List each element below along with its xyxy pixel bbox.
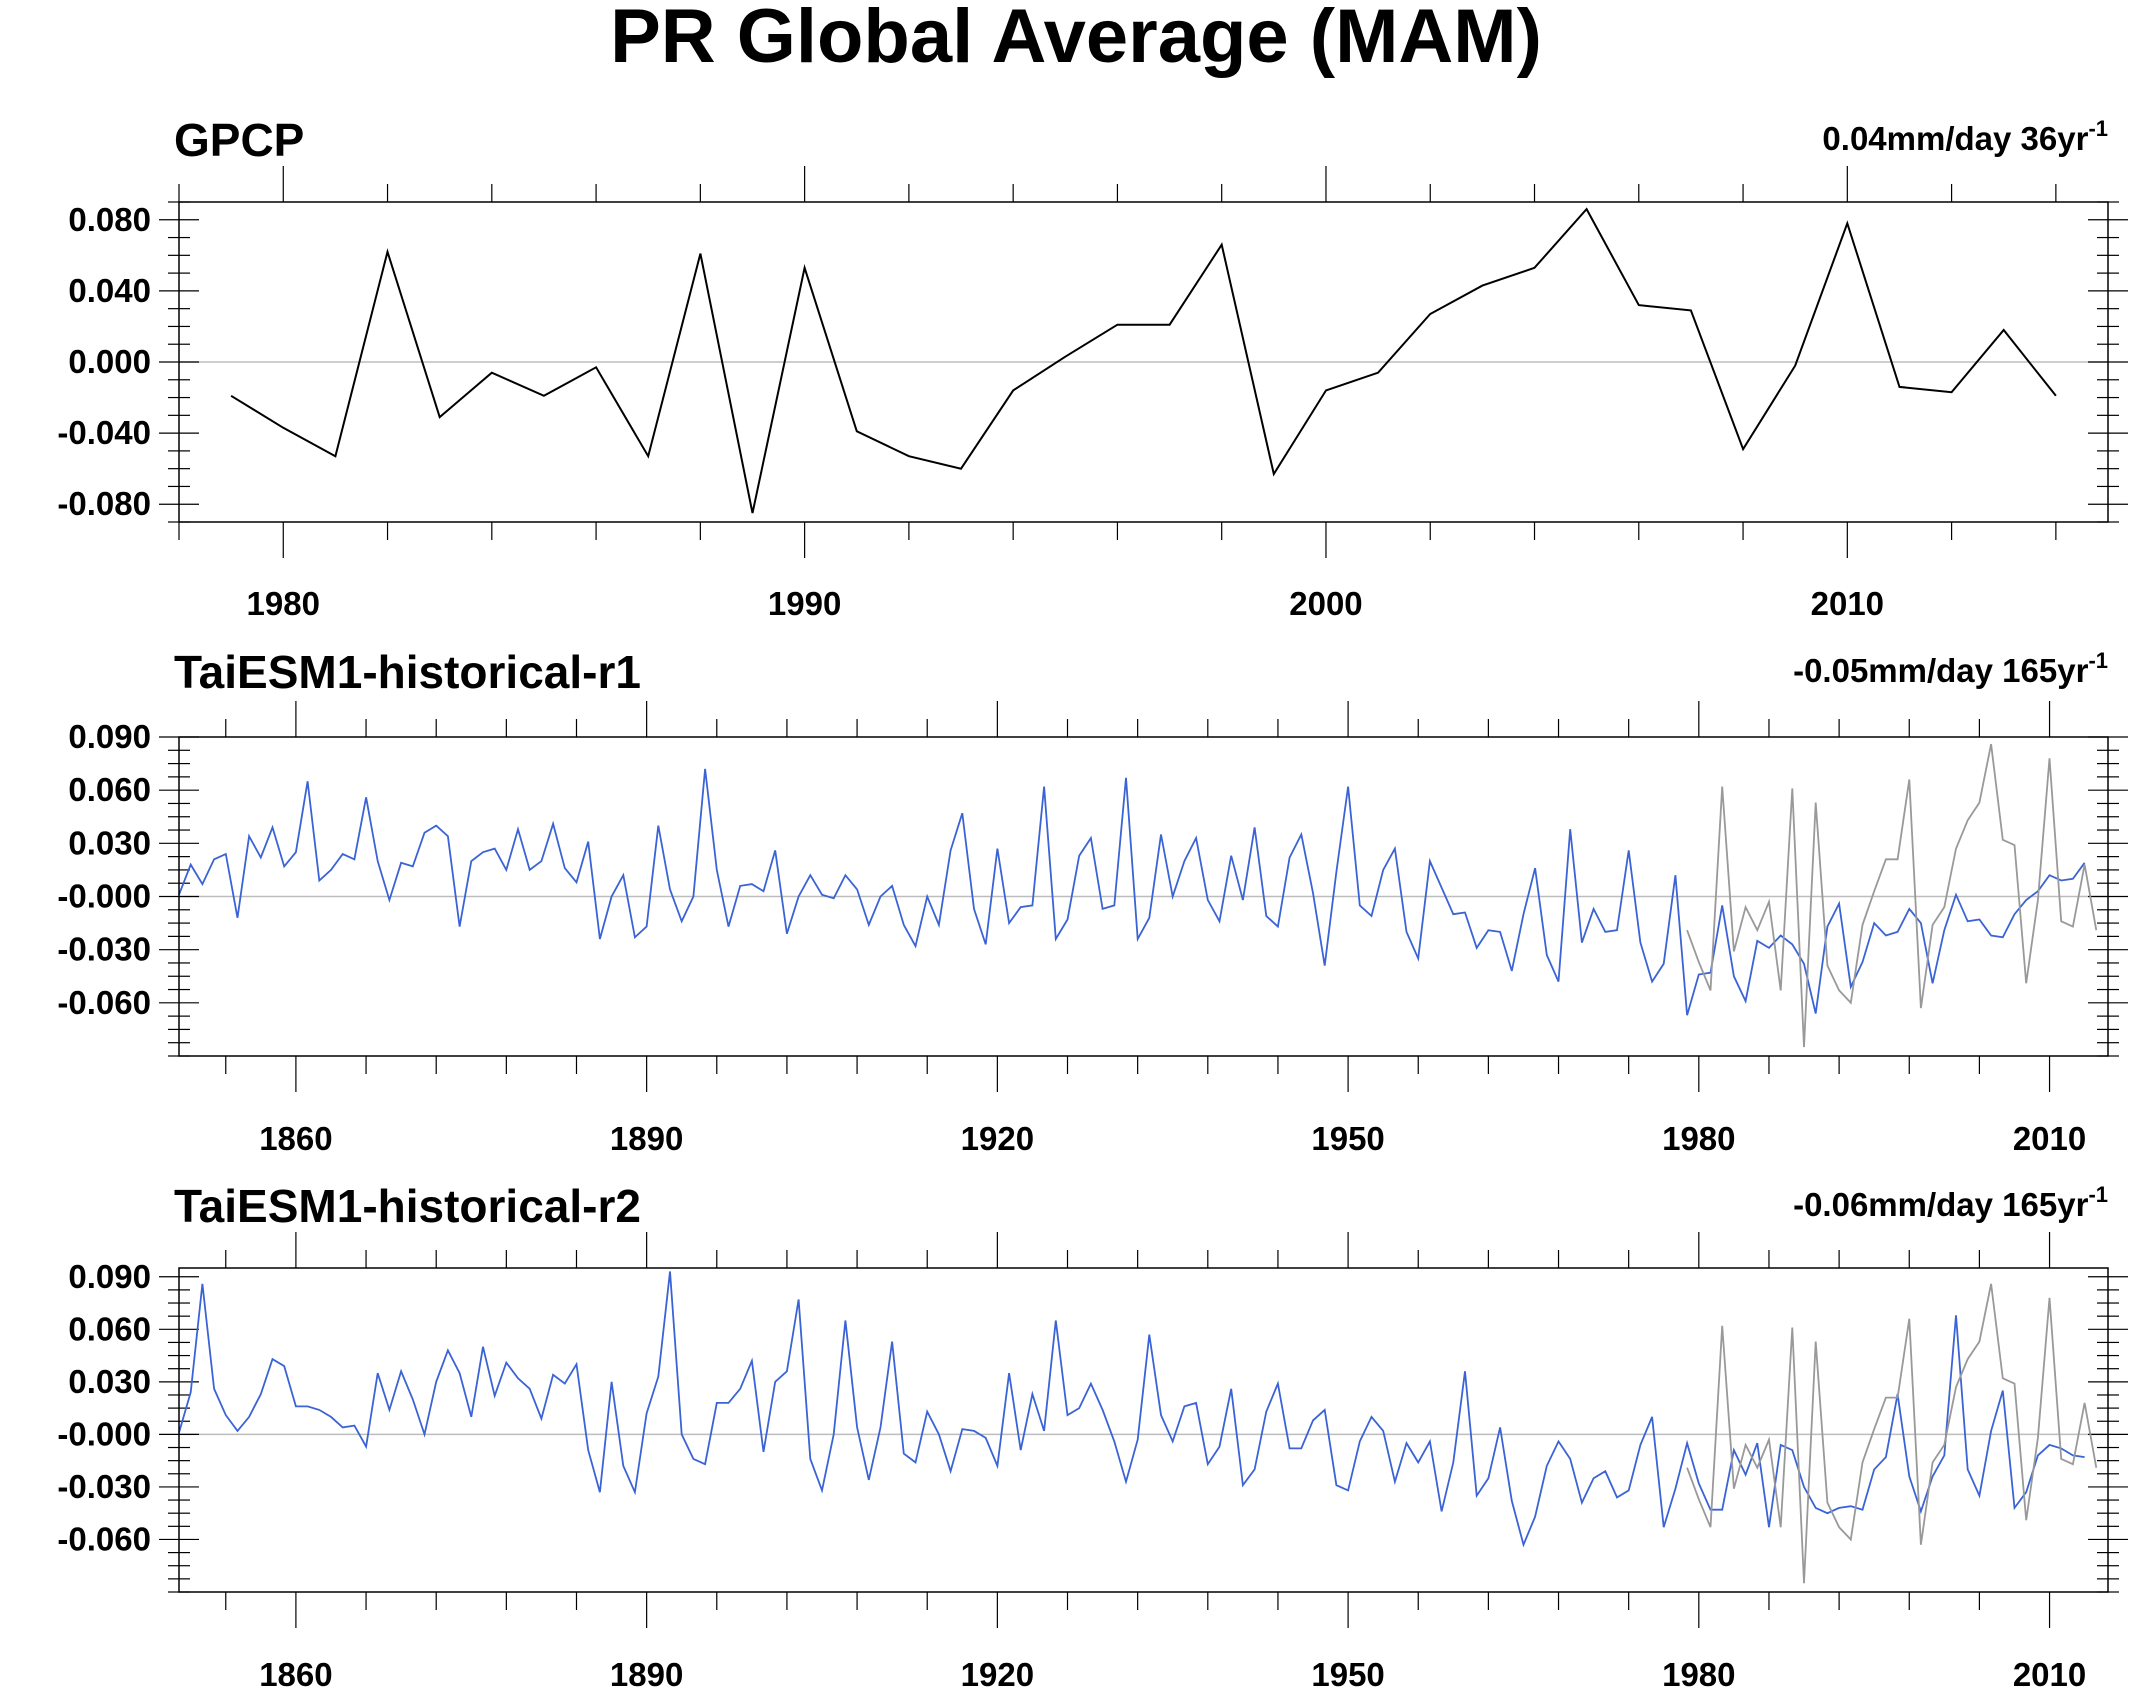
plot-frame	[178, 736, 2109, 1057]
y-tick-label: 0.030	[68, 824, 151, 861]
x-tick-label: 1990	[768, 585, 841, 622]
trend-label-superscript: -1	[2088, 1182, 2108, 1207]
x-tick-label: 1980	[247, 585, 320, 622]
y-tick-label: -0.060	[57, 984, 151, 1021]
series-line-obs	[230, 207, 2057, 514]
trend-label-text: 0.04mm/day 36yr	[1822, 120, 2088, 157]
trend-label-text: -0.06mm/day 165yr	[1793, 1186, 2089, 1223]
series-line-obs_overlay	[1686, 1283, 2098, 1584]
series-line-model	[178, 1271, 2085, 1548]
y-tick-label: 0.030	[68, 1363, 151, 1400]
x-tick-label: 1890	[610, 1120, 683, 1157]
plot-frame	[178, 201, 2109, 523]
x-tick-label: 2000	[1289, 585, 1362, 622]
y-tick-label: -0.080	[57, 485, 151, 522]
trend-label: -0.05mm/day 165yr-1	[1793, 648, 2108, 689]
trend-label-text: -0.05mm/day 165yr	[1793, 652, 2089, 689]
x-tick-label: 1890	[610, 1656, 683, 1691]
y-tick-label: 0.060	[68, 771, 151, 808]
trend-label: -0.06mm/day 165yr-1	[1793, 1182, 2108, 1223]
y-tick-label: 0.040	[68, 272, 151, 309]
y-tick-label: -0.000	[57, 878, 151, 915]
x-tick-label: 1860	[259, 1120, 332, 1157]
x-tick-label: 2010	[1811, 585, 1884, 622]
figure-title: PR Global Average (MAM)	[610, 0, 1542, 79]
panel-3: TaiESM1-historical-r2 -0.06mm/day 165yr-1…	[57, 1180, 2128, 1691]
y-tick-label: -0.000	[57, 1415, 151, 1452]
y-tick-label: -0.040	[57, 414, 151, 451]
y-tick-label: 0.000	[68, 343, 151, 380]
x-tick-label: 1920	[961, 1120, 1034, 1157]
y-tick-label: 0.090	[68, 1258, 151, 1295]
trend-label: 0.04mm/day 36yr-1	[1822, 116, 2108, 157]
x-tick-label: 1950	[1311, 1120, 1384, 1157]
panel-title: GPCP	[174, 114, 304, 166]
series-line-obs_overlay	[1686, 743, 2098, 1048]
x-tick-label: 1950	[1311, 1656, 1384, 1691]
trend-label-superscript: -1	[2088, 648, 2108, 673]
x-tick-label: 1980	[1662, 1120, 1735, 1157]
x-tick-label: 2010	[2013, 1120, 2086, 1157]
x-tick-label: 2010	[2013, 1656, 2086, 1691]
x-tick-label: 1920	[961, 1656, 1034, 1691]
y-tick-label: -0.030	[57, 931, 151, 968]
y-tick-label: 0.080	[68, 201, 151, 238]
trend-label-superscript: -1	[2088, 116, 2108, 141]
panels-container: GPCP 0.04mm/day 36yr-10.0800.0400.000-0.0…	[57, 114, 2128, 1691]
panel-title: TaiESM1-historical-r1	[174, 646, 641, 698]
x-tick-label: 1860	[259, 1656, 332, 1691]
x-tick-label: 1980	[1662, 1656, 1735, 1691]
y-tick-label: -0.060	[57, 1520, 151, 1557]
y-tick-label: -0.030	[57, 1468, 151, 1505]
panel-2: TaiESM1-historical-r1 -0.05mm/day 165yr-1…	[57, 646, 2128, 1157]
panel-1: GPCP 0.04mm/day 36yr-1 0.080 0.040 0.000 -0.0…	[57, 114, 2128, 622]
y-tick-label: 0.090	[68, 718, 151, 755]
panel-title: TaiESM1-historical-r2	[174, 1180, 641, 1232]
plot-frame	[178, 1267, 2109, 1593]
y-tick-label: 0.060	[68, 1310, 151, 1347]
series-line-model	[178, 768, 2086, 1016]
